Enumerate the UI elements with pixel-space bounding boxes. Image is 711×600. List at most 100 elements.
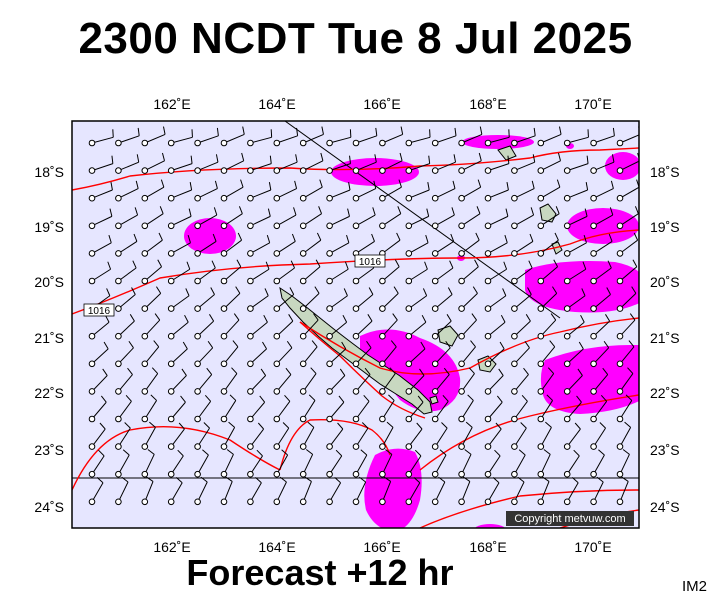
wind-barb-staff xyxy=(434,320,452,337)
wind-barb-staff xyxy=(487,321,506,337)
wind-barb-staff xyxy=(355,454,368,475)
wind-barb-feather xyxy=(388,394,395,401)
wind-barb-staff xyxy=(540,133,562,144)
wind-barb-feather xyxy=(545,421,552,428)
wind-barb-staff xyxy=(408,348,426,365)
wind-barb-feather xyxy=(628,340,635,348)
wind-station-marker xyxy=(220,360,228,368)
wind-barb-feather xyxy=(366,340,372,349)
wind-barb-staff xyxy=(461,186,481,199)
wind-barb-staff xyxy=(382,266,400,282)
wind-barb-feather xyxy=(374,154,377,163)
wind-station-marker xyxy=(247,194,254,202)
wind-station-marker xyxy=(484,250,492,257)
wind-station-marker xyxy=(88,443,96,450)
wind-station-marker xyxy=(511,332,518,340)
wind-barb-staff xyxy=(487,295,507,310)
wind-station-marker xyxy=(405,305,413,312)
wind-barb-staff xyxy=(171,189,192,199)
wind-barb-staff xyxy=(223,454,234,475)
wind-barb-feather xyxy=(187,234,191,243)
wind-barb-feather xyxy=(422,288,428,296)
wind-station-marker xyxy=(590,332,597,340)
wind-barb-staff xyxy=(593,188,614,199)
wind-barb-feather xyxy=(520,422,527,429)
wind-station-marker xyxy=(167,222,175,230)
wind-barb-staff xyxy=(249,455,263,475)
wind-barb-feather xyxy=(346,234,350,243)
wind-barb-feather xyxy=(111,155,114,164)
wind-barb-staff xyxy=(329,482,342,503)
wind-barb-feather xyxy=(289,287,295,295)
wind-barb-feather xyxy=(291,233,296,242)
wind-station-marker xyxy=(88,139,96,147)
wind-barb-staff xyxy=(355,188,377,199)
wind-barb-staff xyxy=(118,135,140,144)
wind-barb-feather xyxy=(216,127,219,136)
wind-station-marker xyxy=(220,277,228,285)
wind-station-marker xyxy=(352,470,360,478)
wind-barb-staff xyxy=(540,239,559,254)
bottom-longitude-labels: 162˚E 164˚E 166˚E 168˚E 170˚E xyxy=(153,539,611,555)
wind-barb-feather xyxy=(500,314,506,323)
wind-barb-staff xyxy=(171,136,193,144)
wind-barb-staff xyxy=(619,160,639,172)
wind-barb-feather xyxy=(428,155,431,164)
wind-barb-staff xyxy=(382,239,401,254)
wind-barb-staff xyxy=(567,163,589,172)
wind-barb-staff xyxy=(91,189,113,199)
wind-barb-staff xyxy=(355,267,375,282)
top-longitude-labels: 162˚E 164˚E 166˚E 168˚E 170˚E xyxy=(153,96,611,112)
wind-barb-feather xyxy=(215,154,219,163)
wind-barb-staff xyxy=(461,319,477,337)
wind-barb-staff xyxy=(382,186,402,199)
wind-station-marker xyxy=(379,415,386,423)
wind-station-marker xyxy=(167,388,175,395)
wind-barb-feather xyxy=(464,449,472,455)
wind-station-marker xyxy=(379,139,386,147)
wind-barb-staff xyxy=(276,135,298,144)
wind-barb-feather xyxy=(108,234,112,243)
wind-barb-staff xyxy=(329,375,346,392)
wind-barb-feather xyxy=(603,340,610,349)
lon-label: 168˚E xyxy=(469,539,506,555)
wind-station-marker xyxy=(299,250,307,257)
wind-barb-staff xyxy=(223,373,238,392)
wind-barb-feather xyxy=(532,154,536,163)
wind-station-marker xyxy=(563,139,571,147)
wind-station-marker xyxy=(537,360,545,368)
wind-barb-staff xyxy=(540,346,556,365)
wind-barb-staff xyxy=(408,295,427,310)
wind-station-marker xyxy=(167,167,175,174)
wind-station-marker xyxy=(405,277,413,285)
wind-barb-staff xyxy=(91,482,104,503)
wind-station-marker xyxy=(194,139,201,147)
wind-barb-staff xyxy=(593,241,613,254)
wind-station-marker xyxy=(352,194,360,202)
wind-barb-staff xyxy=(381,400,395,420)
lat-label: 20˚S xyxy=(34,274,64,290)
wind-station-marker xyxy=(379,470,386,478)
wind-station-marker xyxy=(299,415,307,423)
wind-station-marker xyxy=(167,470,175,478)
wind-station-marker xyxy=(299,305,307,312)
wind-barb-staff xyxy=(355,214,376,227)
wind-barb-feather xyxy=(175,477,183,484)
wind-station-marker xyxy=(326,332,333,340)
wind-barb-staff xyxy=(513,400,528,420)
wind-barb-staff xyxy=(461,373,475,392)
wind-barb-staff xyxy=(355,294,374,309)
wind-barb-feather xyxy=(311,340,318,348)
wind-barb-feather xyxy=(383,476,391,482)
wind-station-marker xyxy=(563,388,571,395)
wind-station-marker xyxy=(590,167,597,174)
wind-barb-staff xyxy=(355,481,367,503)
wind-barb-staff xyxy=(91,136,114,144)
wind-barb-feather xyxy=(286,340,293,349)
wind-barb-feather xyxy=(255,477,262,484)
wind-barb-feather xyxy=(474,259,479,268)
wind-barb-staff xyxy=(329,163,351,172)
wind-barb-feather xyxy=(528,260,533,269)
wind-barb-feather xyxy=(606,287,611,295)
wind-station-marker xyxy=(247,443,254,450)
